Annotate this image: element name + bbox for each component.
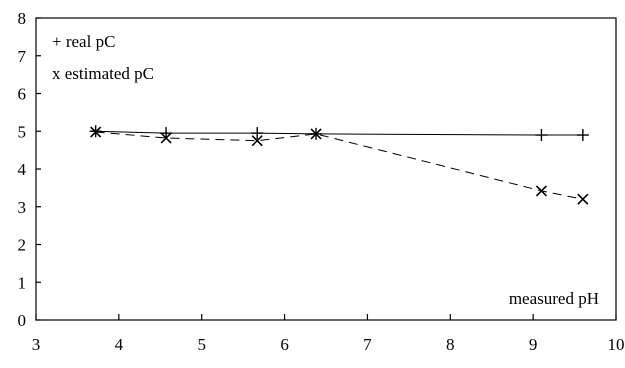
series-line-real-pc [95,130,583,136]
series-estimated-pc [90,126,589,205]
y-axis: 0 1 2 3 4 5 6 7 8 [18,9,41,330]
y-tick-label: 4 [18,160,27,179]
x-tick-label: 9 [529,335,538,354]
y-tick-label: 1 [18,273,27,292]
data-point-estimated-pc [310,128,322,140]
x-tick-label: 7 [363,335,372,354]
y-tick-label: 2 [18,236,27,255]
series-layer [89,125,589,205]
x-axis: 3 4 5 6 7 8 9 10 [32,314,625,354]
y-tick-label: 3 [18,198,27,217]
x-tick-label: 8 [446,335,455,354]
data-point-real-pc [251,127,264,140]
x-tick-label: 5 [197,335,206,354]
data-point-real-pc [576,129,589,142]
y-tick-label: 7 [18,47,27,66]
x-tick-label: 4 [115,335,124,354]
x-tick-label: 10 [608,335,625,354]
y-tick-label: 0 [18,311,27,330]
y-tick-label: 6 [18,85,27,104]
data-point-estimated-pc [251,135,263,147]
data-point-estimated-pc [535,185,547,197]
data-point-real-pc [535,129,548,142]
data-point-estimated-pc [577,193,589,205]
x-axis-annotation: measured pH [509,289,599,308]
x-tick-label: 3 [32,335,41,354]
series-real-pc [89,125,589,142]
data-point-estimated-pc [160,132,172,144]
legend-entry-estimated-pc: x estimated pC [52,64,154,83]
legend: + real pC x estimated pC [52,32,154,83]
data-point-estimated-pc [90,126,102,138]
x-tick-label: 6 [280,335,289,354]
plot-area [35,17,617,321]
y-tick-label: 5 [18,122,27,141]
legend-entry-real-pc: + real pC [52,32,115,51]
y-tick-label: 8 [18,9,27,28]
